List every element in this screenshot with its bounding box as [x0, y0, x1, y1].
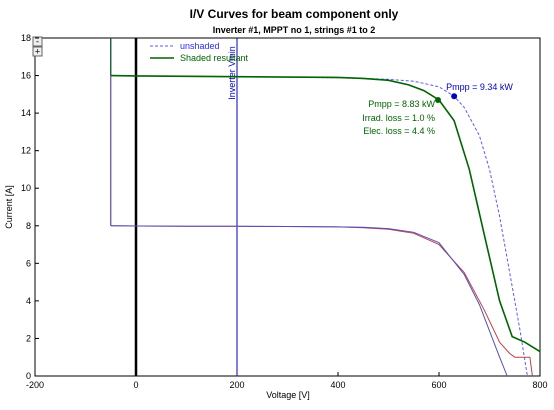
series-line-1 — [110, 74, 541, 353]
annotation-text: Irrad. loss = 1.0 % — [362, 113, 435, 123]
annotation-text: Elec. loss = 4.4 % — [363, 126, 435, 136]
y-tick-label: 2 — [26, 333, 31, 343]
y-tick-label: 8 — [26, 221, 31, 231]
x-tick-label: 600 — [431, 380, 446, 390]
series-curves — [110, 38, 541, 377]
annotation-text: Pmpp = 8.83 kW — [368, 99, 435, 109]
series-line-3 — [110, 225, 508, 377]
vertical-markers: Inverter Vmin — [227, 38, 238, 376]
x-tick-label: 800 — [532, 380, 547, 390]
y-tick-label: 0 — [26, 371, 31, 381]
zoom-minus-label: - — [36, 37, 39, 47]
y-tick-label: 18 — [21, 33, 31, 43]
y-tick-label: 10 — [21, 183, 31, 193]
pmpp-shaded-marker — [434, 96, 441, 103]
legend: unshaded Shaded resultant — [150, 41, 249, 63]
annotations: Pmpp = 9.34 kW Pmpp = 8.83 kW Irrad. loss … — [362, 82, 513, 136]
series-line-0 — [110, 75, 528, 377]
y-tick-label: 12 — [21, 146, 31, 156]
x-tick-label: 400 — [330, 380, 345, 390]
y-axis-ticks: 0 2 4 6 8 10 12 14 16 18 — [21, 33, 39, 381]
pmpp-unshaded-label: Pmpp = 9.34 kW — [446, 82, 513, 92]
y-axis-label: Current [A] — [4, 185, 14, 229]
legend-label: Shaded resultant — [180, 53, 249, 63]
zoom-plus-button[interactable] — [32, 46, 43, 57]
chart-subtitle: Inverter #1, MPPT no 1, strings #1 to 2 — [213, 25, 376, 35]
zoom-plus-label: + — [35, 47, 40, 57]
zoom-minus-button[interactable] — [32, 36, 43, 47]
x-tick-label: 200 — [229, 380, 244, 390]
inverter-vmin-label: Inverter Vmin — [227, 46, 237, 100]
y-tick-label: 6 — [26, 258, 31, 268]
x-axis-label: Voltage [V] — [266, 390, 310, 400]
pmpp-unshaded-marker — [451, 93, 458, 100]
x-tick-label: -200 — [26, 380, 44, 390]
y-tick-label: 4 — [26, 296, 31, 306]
legend-label: unshaded — [180, 41, 220, 51]
y-tick-label: 14 — [21, 108, 31, 118]
x-tick-label: 0 — [133, 380, 138, 390]
zoom-controls[interactable]: - + — [32, 36, 43, 57]
y-tick-label: 16 — [21, 71, 31, 81]
chart-title: I/V Curves for beam component only — [190, 7, 399, 21]
